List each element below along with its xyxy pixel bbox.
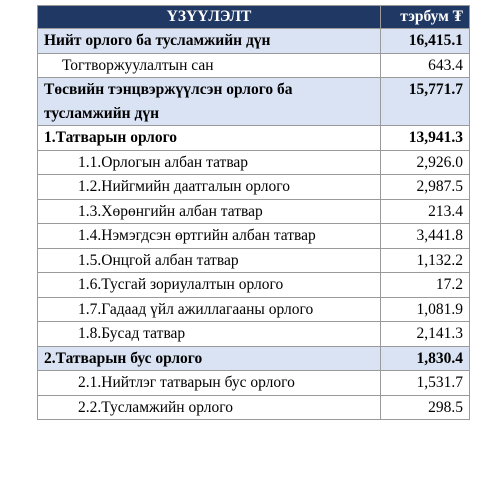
label: 1.2.Нийгмийн даатгалын орлого [37,174,381,200]
label: Төсвийн тэнцвэржүүлсэн орлого ба тусламж… [44,81,293,122]
label-cell: Төсвийн тэнцвэржүүлсэн орлого ба тусламж… [37,77,381,126]
value: 1,132.2 [380,247,470,273]
header-cell: тэрбум ₮ [380,5,470,29]
label: 1.6.Тусгай зориулалтын орлого [37,272,381,298]
row: Нийт орлого ба тусламжийн дүн 16,415.1 [37,28,470,54]
value: 1,531.7 [380,370,470,396]
value: 3,441.8 [380,223,470,249]
row: 1.6.Тусгай зориулалтын орлого 17.2 [37,272,470,298]
budget-table: ҮЗҮҮЛЭЛТ тэрбум ₮ Нийт орлого ба тусламж… [37,5,470,420]
value: 13,941.3 [380,125,470,151]
row: Төсвийн тэнцвэржүүлсэн орлого ба тусламж… [37,77,470,126]
value: 16,415.1 [380,28,470,54]
row: 1.5.Онцгой албан татвар 1,132.2 [37,247,470,273]
value: 2,141.3 [380,321,470,347]
value: 17.2 [380,272,470,298]
row: 2.Татварын бус орлого 1,830.4 [37,345,470,371]
row: 1.3.Хөрөнгийн албан татвар 213.4 [37,198,470,224]
value: 2,926.0 [380,149,470,175]
label-cell: 1.4.Нэмэгдсэн өртгийн албан татвар [37,223,381,249]
row: 2.2.Тусламжийн орлого 298.5 [37,394,470,420]
row: 1.1.Орлогын албан татвар 2,926.0 [37,149,470,175]
label: Тогтворжуулалтын сан [37,52,381,78]
header-row: ҮЗҮҮЛЭЛТ тэрбум ₮ [37,5,470,29]
row: 1.8.Бусад татвар 2,141.3 [37,321,470,347]
row: Тогтворжуулалтын сан 643.4 [37,52,470,78]
label: 1.5.Онцгой албан татвар [37,247,381,273]
value: 1,830.4 [380,345,470,371]
row: 1.Татварын орлого 13,941.3 [37,125,470,151]
label: 1.Татварын орлого [37,125,381,151]
label-cell: 1.7.Гадаад үйл ажиллагааны орлого [37,296,381,322]
label: 1.8.Бусад татвар [37,321,381,347]
label: 2.1.Нийтлэг татварын бус орлого [37,370,381,396]
row: 1.7.Гадаад үйл ажиллагааны орлого 1,081.… [37,296,470,322]
label: Нийт орлого ба тусламжийн дүн [37,28,381,54]
label: 1.1.Орлогын албан татвар [37,149,381,175]
row: 1.4.Нэмэгдсэн өртгийн албан татвар 3,441… [37,223,470,249]
value: 2,987.5 [380,174,470,200]
label: 2.2.Тусламжийн орлого [37,394,381,420]
header-cell: ҮЗҮҮЛЭЛТ [37,5,381,29]
value: 1,081.9 [380,296,470,322]
label: 1.4.Нэмэгдсэн өртгийн албан татвар [78,227,316,244]
value: 643.4 [380,52,470,78]
row: 1.2.Нийгмийн даатгалын орлого 2,987.5 [37,174,470,200]
value: 15,771.7 [380,77,470,126]
label: 2.Татварын бус орлого [37,345,381,371]
row: 2.1.Нийтлэг татварын бус орлого 1,531.7 [37,370,470,396]
label: 1.7.Гадаад үйл ажиллагааны орлого [78,300,314,318]
value: 298.5 [380,394,470,420]
label: 1.3.Хөрөнгийн албан татвар [37,198,381,224]
value: 213.4 [380,198,470,224]
